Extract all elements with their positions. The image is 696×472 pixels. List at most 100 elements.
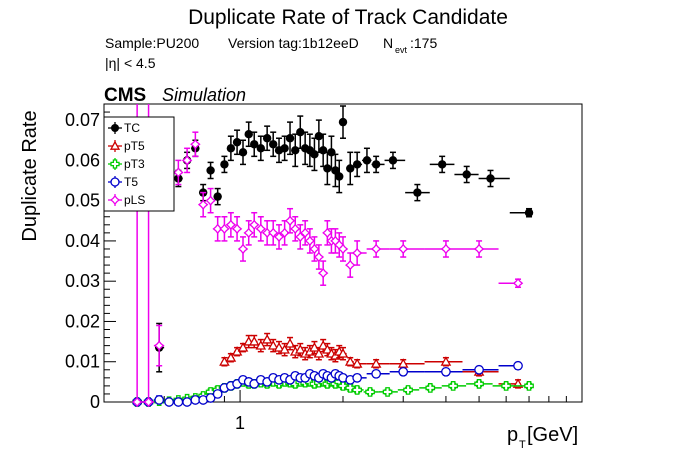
data-point-pt5 (294, 342, 306, 357)
data-point-pt5 (322, 342, 333, 357)
data-point-t5 (279, 372, 290, 383)
nevt-label: N (383, 35, 393, 51)
data-point-pt3 (397, 385, 420, 395)
data-point-pt5 (255, 338, 267, 353)
data-point-tc (509, 207, 534, 218)
eta-label: |η| < 4.5 (105, 55, 156, 71)
data-point-tc (335, 159, 344, 194)
data-point-tc (262, 125, 272, 152)
data-point-tc (384, 151, 406, 170)
data-point-pls (190, 131, 201, 158)
data-point-pls (295, 224, 306, 250)
simulation-label: Simulation (162, 85, 246, 105)
data-point-pls (337, 236, 349, 262)
data-point-t5 (462, 364, 499, 375)
data-point-pt5 (351, 358, 367, 369)
data-point-tc (280, 135, 289, 162)
y-tick-label: 0.07 (65, 110, 100, 130)
data-point-pls (279, 220, 290, 246)
data-point-pls (424, 240, 463, 258)
series-tc (154, 105, 534, 373)
data-point-pt3 (378, 387, 398, 397)
data-point-tc (232, 129, 242, 156)
legend-label: pLS (124, 193, 145, 207)
data-point-tc (362, 147, 372, 174)
y-tick-label: 0.02 (65, 311, 100, 331)
data-point-t5 (153, 395, 165, 405)
data-point-pt3 (419, 383, 442, 393)
data-point-tc (300, 131, 310, 166)
data-point-pt5 (273, 340, 285, 355)
y-tick-label: 0.03 (65, 271, 100, 291)
data-point-pt3 (441, 381, 467, 391)
legend: TC pT5 pT3 T5 pLS (103, 116, 175, 212)
data-point-pt5 (279, 342, 290, 357)
data-point-t5 (182, 397, 192, 407)
legend-label: pT5 (124, 139, 145, 153)
data-point-t5 (173, 397, 184, 407)
legend-label: T5 (124, 175, 138, 189)
svg-text:T: T (519, 439, 526, 451)
data-point-pls (273, 224, 285, 250)
data-point-tc (244, 121, 253, 148)
x-tick-label: 1 (235, 413, 245, 433)
data-point-pls (345, 252, 356, 278)
nevt-value: :175 (410, 35, 437, 51)
data-point-pt3 (466, 379, 493, 389)
chart-title: Duplicate Rate of Track Candidate (188, 6, 508, 29)
data-point-pls (248, 211, 260, 238)
data-point-pt3 (352, 385, 364, 395)
data-point-t5 (424, 366, 463, 377)
data-point-pt3 (345, 383, 356, 393)
data-point-t5 (212, 389, 223, 399)
data-point-tc (296, 115, 305, 150)
axis-ticks: 0 0.01 0.02 0.03 0.04 0.05 0.06 0.07 1 (65, 103, 583, 433)
data-point-pt5 (225, 352, 237, 363)
data-point-tc (310, 137, 319, 172)
data-point-t5 (498, 360, 523, 371)
data-point-tc (429, 155, 455, 174)
data-point-pls (317, 260, 329, 286)
data-point-pt3 (492, 381, 518, 391)
data-point-pt5 (424, 356, 463, 367)
data-point-pls (181, 147, 193, 174)
data-point-pls (197, 191, 209, 218)
data-point-pls (351, 240, 367, 266)
version-label: Version tag:1b12eeD (228, 35, 359, 51)
data-point-tc (213, 187, 222, 206)
data-point-pls (173, 159, 184, 186)
data-point-pt5 (284, 336, 296, 351)
legend-label: TC (124, 121, 140, 135)
y-tick-label: 0 (90, 392, 100, 412)
data-point-t5 (205, 393, 216, 403)
data-point-pt5 (313, 346, 325, 361)
data-point-pls (255, 216, 267, 242)
data-point-pt5 (237, 342, 249, 353)
y-tick-label: 0.05 (65, 191, 100, 211)
data-point-pls (219, 216, 230, 242)
data-marks (131, 104, 534, 408)
data-point-tc (285, 121, 295, 156)
legend-item-pt3: pT3 (108, 157, 145, 171)
data-point-tc (338, 105, 348, 139)
data-point-pls (498, 277, 524, 289)
data-point-pls (243, 220, 254, 246)
data-point-tc (305, 133, 315, 168)
data-point-tc (206, 161, 215, 180)
data-point-pls (462, 240, 499, 258)
data-point-tc (220, 155, 229, 174)
data-point-pt5 (248, 334, 260, 349)
data-point-tc (256, 135, 266, 162)
data-point-pls (366, 240, 390, 258)
data-point-pls (389, 240, 425, 258)
sample-label: Sample:PU200 (105, 35, 199, 51)
data-point-pls (225, 211, 237, 238)
data-point-pls (153, 324, 165, 367)
data-point-pls (267, 220, 279, 246)
data-point-pls (212, 216, 223, 242)
data-point-tc (226, 135, 236, 162)
svg-text:[GeV]: [GeV] (527, 424, 578, 446)
data-point-pt3 (363, 387, 379, 397)
y-axis-label: Duplicate Rate (19, 110, 41, 241)
